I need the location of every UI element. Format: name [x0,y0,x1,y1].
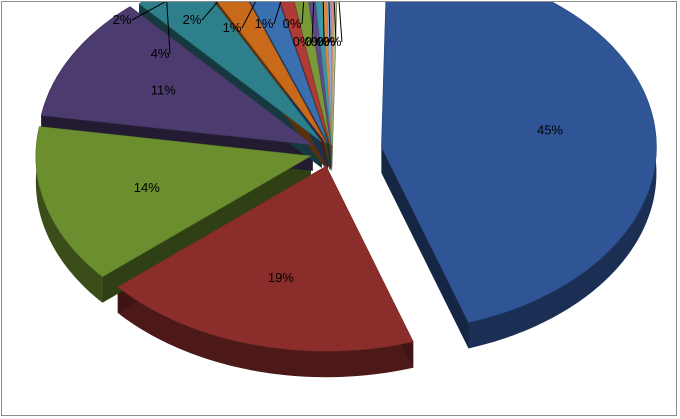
pie-slice [326,2,333,146]
pie-slice-wall [468,2,657,349]
pie-slice-wall [35,126,103,303]
leader-line [322,2,325,43]
data-label: 0% [283,16,302,31]
leader-line [311,2,315,43]
data-label: 1% [223,20,242,35]
pie-slice [381,2,657,323]
pie-slice [280,2,330,145]
leader-line [166,2,171,55]
pie-slice [322,2,332,146]
data-label: 0% [311,34,330,49]
pie-slice [250,2,329,144]
pie-slice [138,2,323,143]
data-label: 0% [323,34,342,49]
leader-line [131,2,166,21]
pie-slice [40,6,314,146]
data-label: 2% [183,12,202,27]
pie-slice-cut [287,2,330,171]
leader-line [201,2,219,21]
pie-slice [217,2,327,144]
pie-slice [315,2,332,146]
pie-slice [35,126,312,278]
data-label: 19% [268,270,294,285]
data-label: 14% [134,180,160,195]
data-label: 45% [537,123,563,138]
data-label: 2% [113,12,132,27]
leader-line [301,2,305,25]
leader-line [273,2,282,25]
data-label: 11% [151,83,176,98]
leader-line [338,2,343,43]
leader-line [241,2,256,29]
pie-slice-cut [381,146,469,349]
pie-slice-wall [117,286,414,378]
data-label: 4% [151,46,170,61]
data-label: 0% [317,34,336,49]
data-label: 0% [305,34,324,49]
pie-slice [294,2,331,145]
data-label: 1% [255,16,274,31]
data-label: 0% [293,34,312,49]
leader-line [333,2,337,43]
pie-slice [117,165,414,352]
pie-slice [330,2,334,146]
leader-line [328,2,331,43]
pie-slice-cut [332,2,338,172]
